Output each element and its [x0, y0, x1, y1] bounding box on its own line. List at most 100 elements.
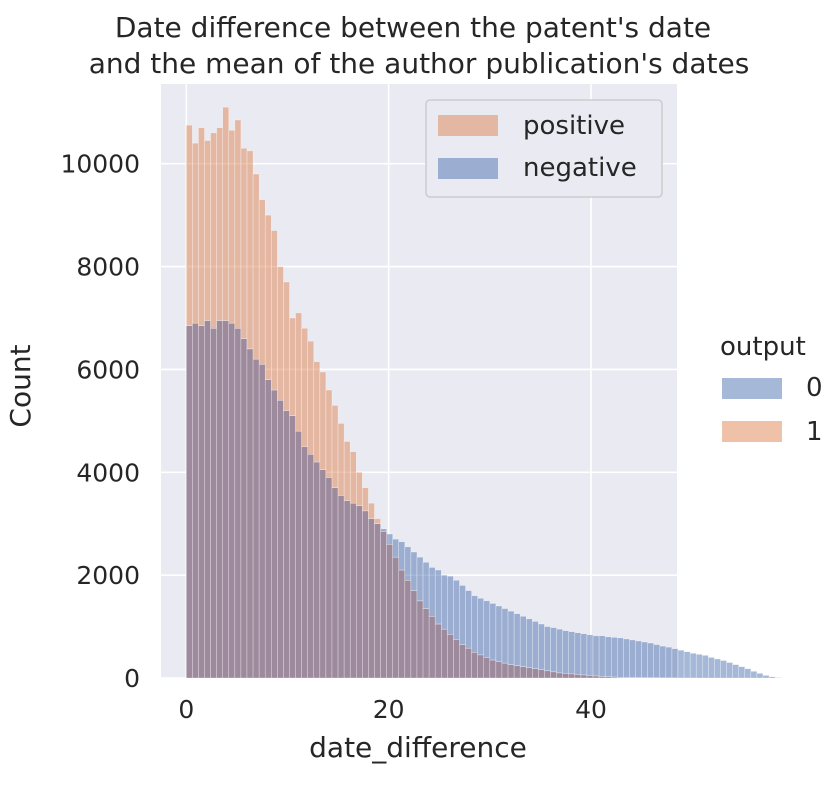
bar-overlap-21 — [314, 462, 320, 678]
bar-overlap-49 — [484, 657, 490, 678]
bar-series-0-46 — [466, 591, 472, 649]
bar-overlap-7 — [229, 323, 235, 678]
bar-series-1-10 — [247, 151, 253, 349]
legend-label-positive: positive — [523, 111, 625, 141]
bar-series-0-96 — [769, 677, 775, 678]
bar-series-0-40 — [429, 567, 435, 616]
bar-series-0-97 — [775, 677, 781, 678]
chart-title-line-1: Date difference between the patent's dat… — [115, 11, 711, 44]
bar-overlap-33 — [387, 544, 393, 678]
bar-series-1-11 — [253, 174, 259, 359]
x-axis-label: date_difference — [309, 731, 527, 764]
bar-series-0-48 — [478, 598, 484, 655]
inner-legend: positive negative — [426, 100, 662, 197]
bar-overlap-3 — [205, 321, 211, 678]
y-tick-label-6000: 6000 — [76, 355, 140, 384]
outer-legend-label-0: 0 — [806, 373, 823, 403]
outer-legend-label-1: 1 — [806, 417, 823, 447]
bar-series-1-27 — [350, 452, 356, 503]
bar-overlap-51 — [496, 662, 502, 678]
bar-overlap-31 — [374, 524, 380, 678]
bar-series-0-83 — [690, 653, 696, 678]
outer-legend-title: output — [720, 332, 806, 362]
bar-series-1-7 — [229, 130, 235, 323]
bar-overlap-17 — [289, 416, 295, 678]
bar-overlap-55 — [520, 667, 526, 678]
bar-series-0-63 — [569, 632, 575, 674]
bar-series-1-18 — [296, 313, 302, 431]
bar-overlap-1 — [192, 323, 198, 678]
bar-overlap-66 — [587, 675, 593, 678]
bar-overlap-23 — [326, 477, 332, 678]
bar-overlap-38 — [417, 601, 423, 678]
bar-series-0-88 — [721, 661, 727, 678]
bar-series-1-9 — [241, 148, 247, 338]
bar-overlap-19 — [302, 447, 308, 678]
bar-series-0-72 — [623, 639, 629, 677]
bar-series-0-41 — [435, 570, 441, 624]
bar-series-1-0 — [186, 125, 192, 326]
bar-overlap-20 — [308, 454, 314, 678]
bar-overlap-29 — [362, 511, 368, 678]
bar-series-0-66 — [587, 635, 593, 676]
bar-series-1-12 — [259, 200, 265, 365]
bar-series-0-73 — [629, 640, 635, 678]
bar-series-0-38 — [417, 557, 423, 601]
bar-overlap-2 — [198, 326, 204, 678]
bar-series-1-30 — [368, 503, 374, 518]
bar-series-1-29 — [362, 488, 368, 511]
bar-series-1-16 — [283, 282, 289, 411]
bar-series-1-19 — [302, 328, 308, 446]
bar-series-1-25 — [338, 423, 344, 495]
bar-series-0-42 — [441, 575, 447, 629]
bar-series-0-79 — [666, 647, 672, 678]
bar-series-0-33 — [387, 534, 393, 544]
y-tick-label-0: 0 — [124, 664, 140, 693]
legend-swatch-negative — [438, 158, 498, 179]
bar-series-0-67 — [593, 636, 599, 676]
bar-overlap-4 — [211, 328, 217, 678]
bar-overlap-24 — [332, 488, 338, 678]
bar-series-0-36 — [405, 547, 411, 580]
bar-series-0-54 — [514, 614, 520, 666]
bar-overlap-43 — [447, 634, 453, 678]
bar-series-1-23 — [326, 390, 332, 477]
bar-overlap-52 — [502, 663, 508, 678]
bar-series-0-53 — [508, 611, 514, 664]
bar-overlap-13 — [265, 380, 271, 678]
bar-overlap-25 — [338, 495, 344, 678]
bar-overlap-10 — [247, 349, 253, 678]
bar-overlap-64 — [575, 674, 581, 678]
bar-series-0-93 — [751, 671, 757, 678]
bar-overlap-15 — [277, 400, 283, 678]
bar-series-0-50 — [490, 603, 496, 660]
bar-overlap-60 — [551, 672, 557, 678]
bar-series-1-8 — [235, 120, 241, 328]
bar-series-0-78 — [660, 646, 666, 678]
bar-overlap-0 — [186, 326, 192, 678]
bar-series-1-14 — [271, 231, 277, 390]
bar-overlap-27 — [350, 503, 356, 678]
bar-overlap-40 — [429, 616, 435, 678]
x-tick-label-0: 0 — [178, 695, 194, 724]
bar-overlap-35 — [399, 570, 405, 678]
bar-series-0-45 — [459, 585, 465, 644]
outer-legend-swatch-1 — [722, 421, 782, 442]
bar-series-0-85 — [702, 655, 708, 678]
bar-overlap-12 — [259, 364, 265, 678]
x-tick-label-20: 20 — [373, 695, 405, 724]
bar-series-0-32 — [381, 529, 387, 532]
bar-overlap-14 — [271, 390, 277, 678]
bar-overlap-54 — [514, 666, 520, 678]
bar-series-1-3 — [205, 141, 211, 321]
bar-overlap-30 — [368, 519, 374, 678]
bar-series-0-77 — [654, 645, 660, 678]
bar-series-0-44 — [453, 580, 459, 639]
y-tick-label-2000: 2000 — [76, 561, 140, 590]
bar-series-0-84 — [696, 654, 702, 678]
bar-series-0-57 — [532, 621, 538, 668]
bar-overlap-65 — [581, 675, 587, 678]
y-axis-label: Count — [4, 344, 37, 427]
bar-series-0-89 — [727, 663, 733, 678]
